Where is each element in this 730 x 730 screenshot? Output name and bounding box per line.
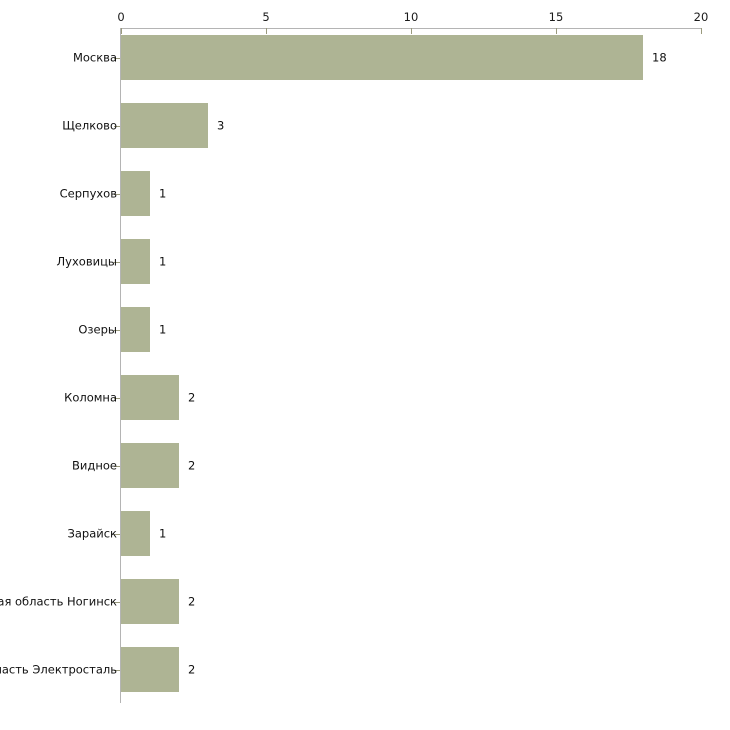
y-axis-tick bbox=[114, 329, 120, 331]
bar[interactable] bbox=[121, 647, 179, 692]
bar-value-label: 3 bbox=[217, 118, 225, 132]
y-axis-category-label: Коломна bbox=[64, 390, 117, 404]
y-axis-tick bbox=[114, 193, 120, 195]
y-axis-category-label: Щелково bbox=[62, 118, 117, 132]
bar[interactable] bbox=[121, 307, 150, 352]
y-axis-category-label: бласть Электросталь bbox=[0, 662, 117, 676]
bar[interactable] bbox=[121, 443, 179, 488]
y-axis-tick bbox=[114, 261, 120, 263]
bar[interactable] bbox=[121, 239, 150, 284]
y-axis-tick bbox=[114, 397, 120, 399]
y-axis-category-label: Москва bbox=[72, 50, 117, 64]
y-axis-category-label: кая область Ногинск bbox=[0, 594, 117, 608]
x-axis-tick bbox=[556, 28, 557, 34]
bar-value-label: 2 bbox=[188, 594, 196, 608]
bar[interactable] bbox=[121, 375, 179, 420]
bar[interactable] bbox=[121, 511, 150, 556]
y-axis-category-label: Видное bbox=[72, 458, 117, 472]
x-axis-tick bbox=[411, 28, 412, 34]
bar-value-label: 1 bbox=[159, 254, 167, 268]
bar[interactable] bbox=[121, 579, 179, 624]
bar-value-label: 2 bbox=[188, 662, 196, 676]
y-axis-category-label: Луховицы bbox=[56, 254, 117, 268]
bar-value-label: 1 bbox=[159, 186, 167, 200]
x-axis-tick-label: 0 bbox=[117, 10, 125, 24]
x-axis-tick bbox=[266, 28, 267, 34]
bar-value-label: 1 bbox=[159, 526, 167, 540]
y-axis-category-label: Зарайск bbox=[67, 526, 117, 540]
bar[interactable] bbox=[121, 103, 208, 148]
x-axis-tick bbox=[121, 28, 122, 34]
bar-value-label: 18 bbox=[652, 50, 667, 64]
y-axis-category-label: Серпухов bbox=[59, 186, 117, 200]
y-axis-tick bbox=[114, 601, 120, 603]
bar-value-label: 2 bbox=[188, 458, 196, 472]
y-axis-tick bbox=[114, 465, 120, 467]
bar-value-label: 2 bbox=[188, 390, 196, 404]
bar-value-label: 1 bbox=[159, 322, 167, 336]
y-axis-line bbox=[120, 28, 121, 703]
x-axis-tick-label: 5 bbox=[262, 10, 270, 24]
y-axis-tick bbox=[114, 125, 120, 127]
bar[interactable] bbox=[121, 171, 150, 216]
y-axis-tick bbox=[114, 533, 120, 535]
x-axis-tick-label: 20 bbox=[693, 10, 709, 24]
y-axis-category-label: Озеры bbox=[78, 322, 117, 336]
y-axis-tick bbox=[114, 57, 120, 59]
x-axis-tick-label: 10 bbox=[403, 10, 419, 24]
x-axis-tick-label: 15 bbox=[548, 10, 564, 24]
y-axis-tick bbox=[114, 669, 120, 671]
x-axis-tick bbox=[701, 28, 702, 34]
bar[interactable] bbox=[121, 35, 643, 80]
